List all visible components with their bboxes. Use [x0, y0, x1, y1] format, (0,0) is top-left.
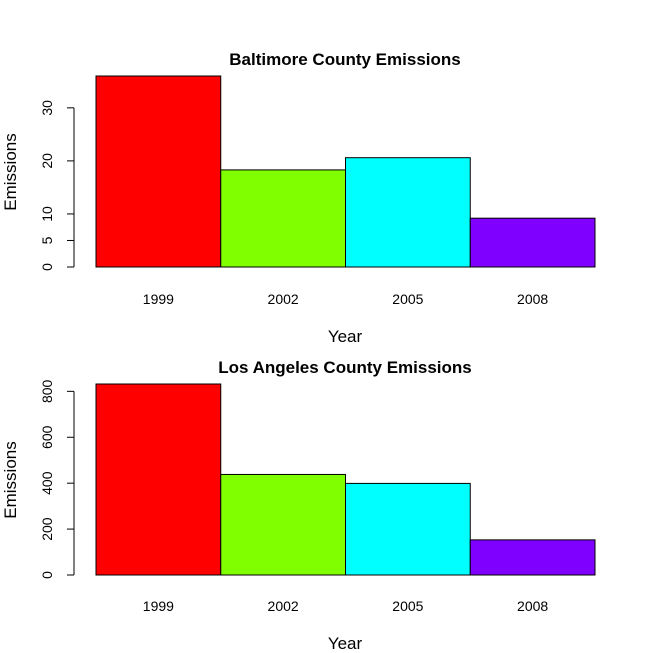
- y-axis-label: Emissions: [1, 441, 20, 518]
- bar-1999: [95, 383, 222, 576]
- chart-title: Los Angeles County Emissions: [218, 358, 471, 377]
- baltimore-chart-panel: Baltimore County Emissions Emissions Yea…: [1, 50, 596, 346]
- los-angeles-chart-panel: Los Angeles County Emissions Emissions Y…: [1, 358, 596, 653]
- y-tick-label: 800: [39, 379, 55, 403]
- x-axis-tick-labels: 1999 2002 2005 2008: [143, 598, 549, 614]
- bar-2008: [469, 539, 596, 576]
- x-tick-label: 2002: [268, 598, 299, 614]
- bar-2008: [469, 217, 596, 268]
- y-tick-label: 30: [39, 100, 55, 116]
- bar-2005: [345, 157, 471, 268]
- x-axis-label: Year: [328, 634, 363, 653]
- y-tick-label: 20: [39, 153, 55, 169]
- x-tick-label: 2005: [392, 291, 423, 307]
- y-axis-ticks: 0 5 10 20 30: [39, 100, 74, 271]
- x-tick-label: 2002: [268, 291, 299, 307]
- x-tick-label: 2008: [517, 291, 548, 307]
- y-tick-label: 0: [39, 263, 55, 271]
- x-tick-label: 2008: [517, 598, 548, 614]
- bars: [95, 75, 596, 268]
- y-axis-label: Emissions: [1, 133, 20, 210]
- y-tick-label: 10: [39, 206, 55, 222]
- y-tick-label: 400: [39, 471, 55, 495]
- bar-2002: [220, 473, 346, 576]
- x-tick-label: 1999: [143, 291, 174, 307]
- y-axis-ticks: 0 200 400 600 800: [39, 379, 74, 579]
- x-tick-label: 1999: [143, 598, 174, 614]
- chart-title: Baltimore County Emissions: [229, 50, 460, 69]
- bar-2005: [345, 482, 471, 576]
- y-tick-label: 0: [39, 571, 55, 579]
- y-tick-label: 200: [39, 517, 55, 541]
- bar-1999: [95, 75, 222, 268]
- x-axis-tick-labels: 1999 2002 2005 2008: [143, 291, 549, 307]
- x-axis-label: Year: [328, 327, 363, 346]
- x-tick-label: 2005: [392, 598, 423, 614]
- y-tick-label: 5: [39, 236, 55, 244]
- bars: [95, 383, 596, 576]
- y-tick-label: 600: [39, 425, 55, 449]
- bar-2002: [220, 169, 346, 268]
